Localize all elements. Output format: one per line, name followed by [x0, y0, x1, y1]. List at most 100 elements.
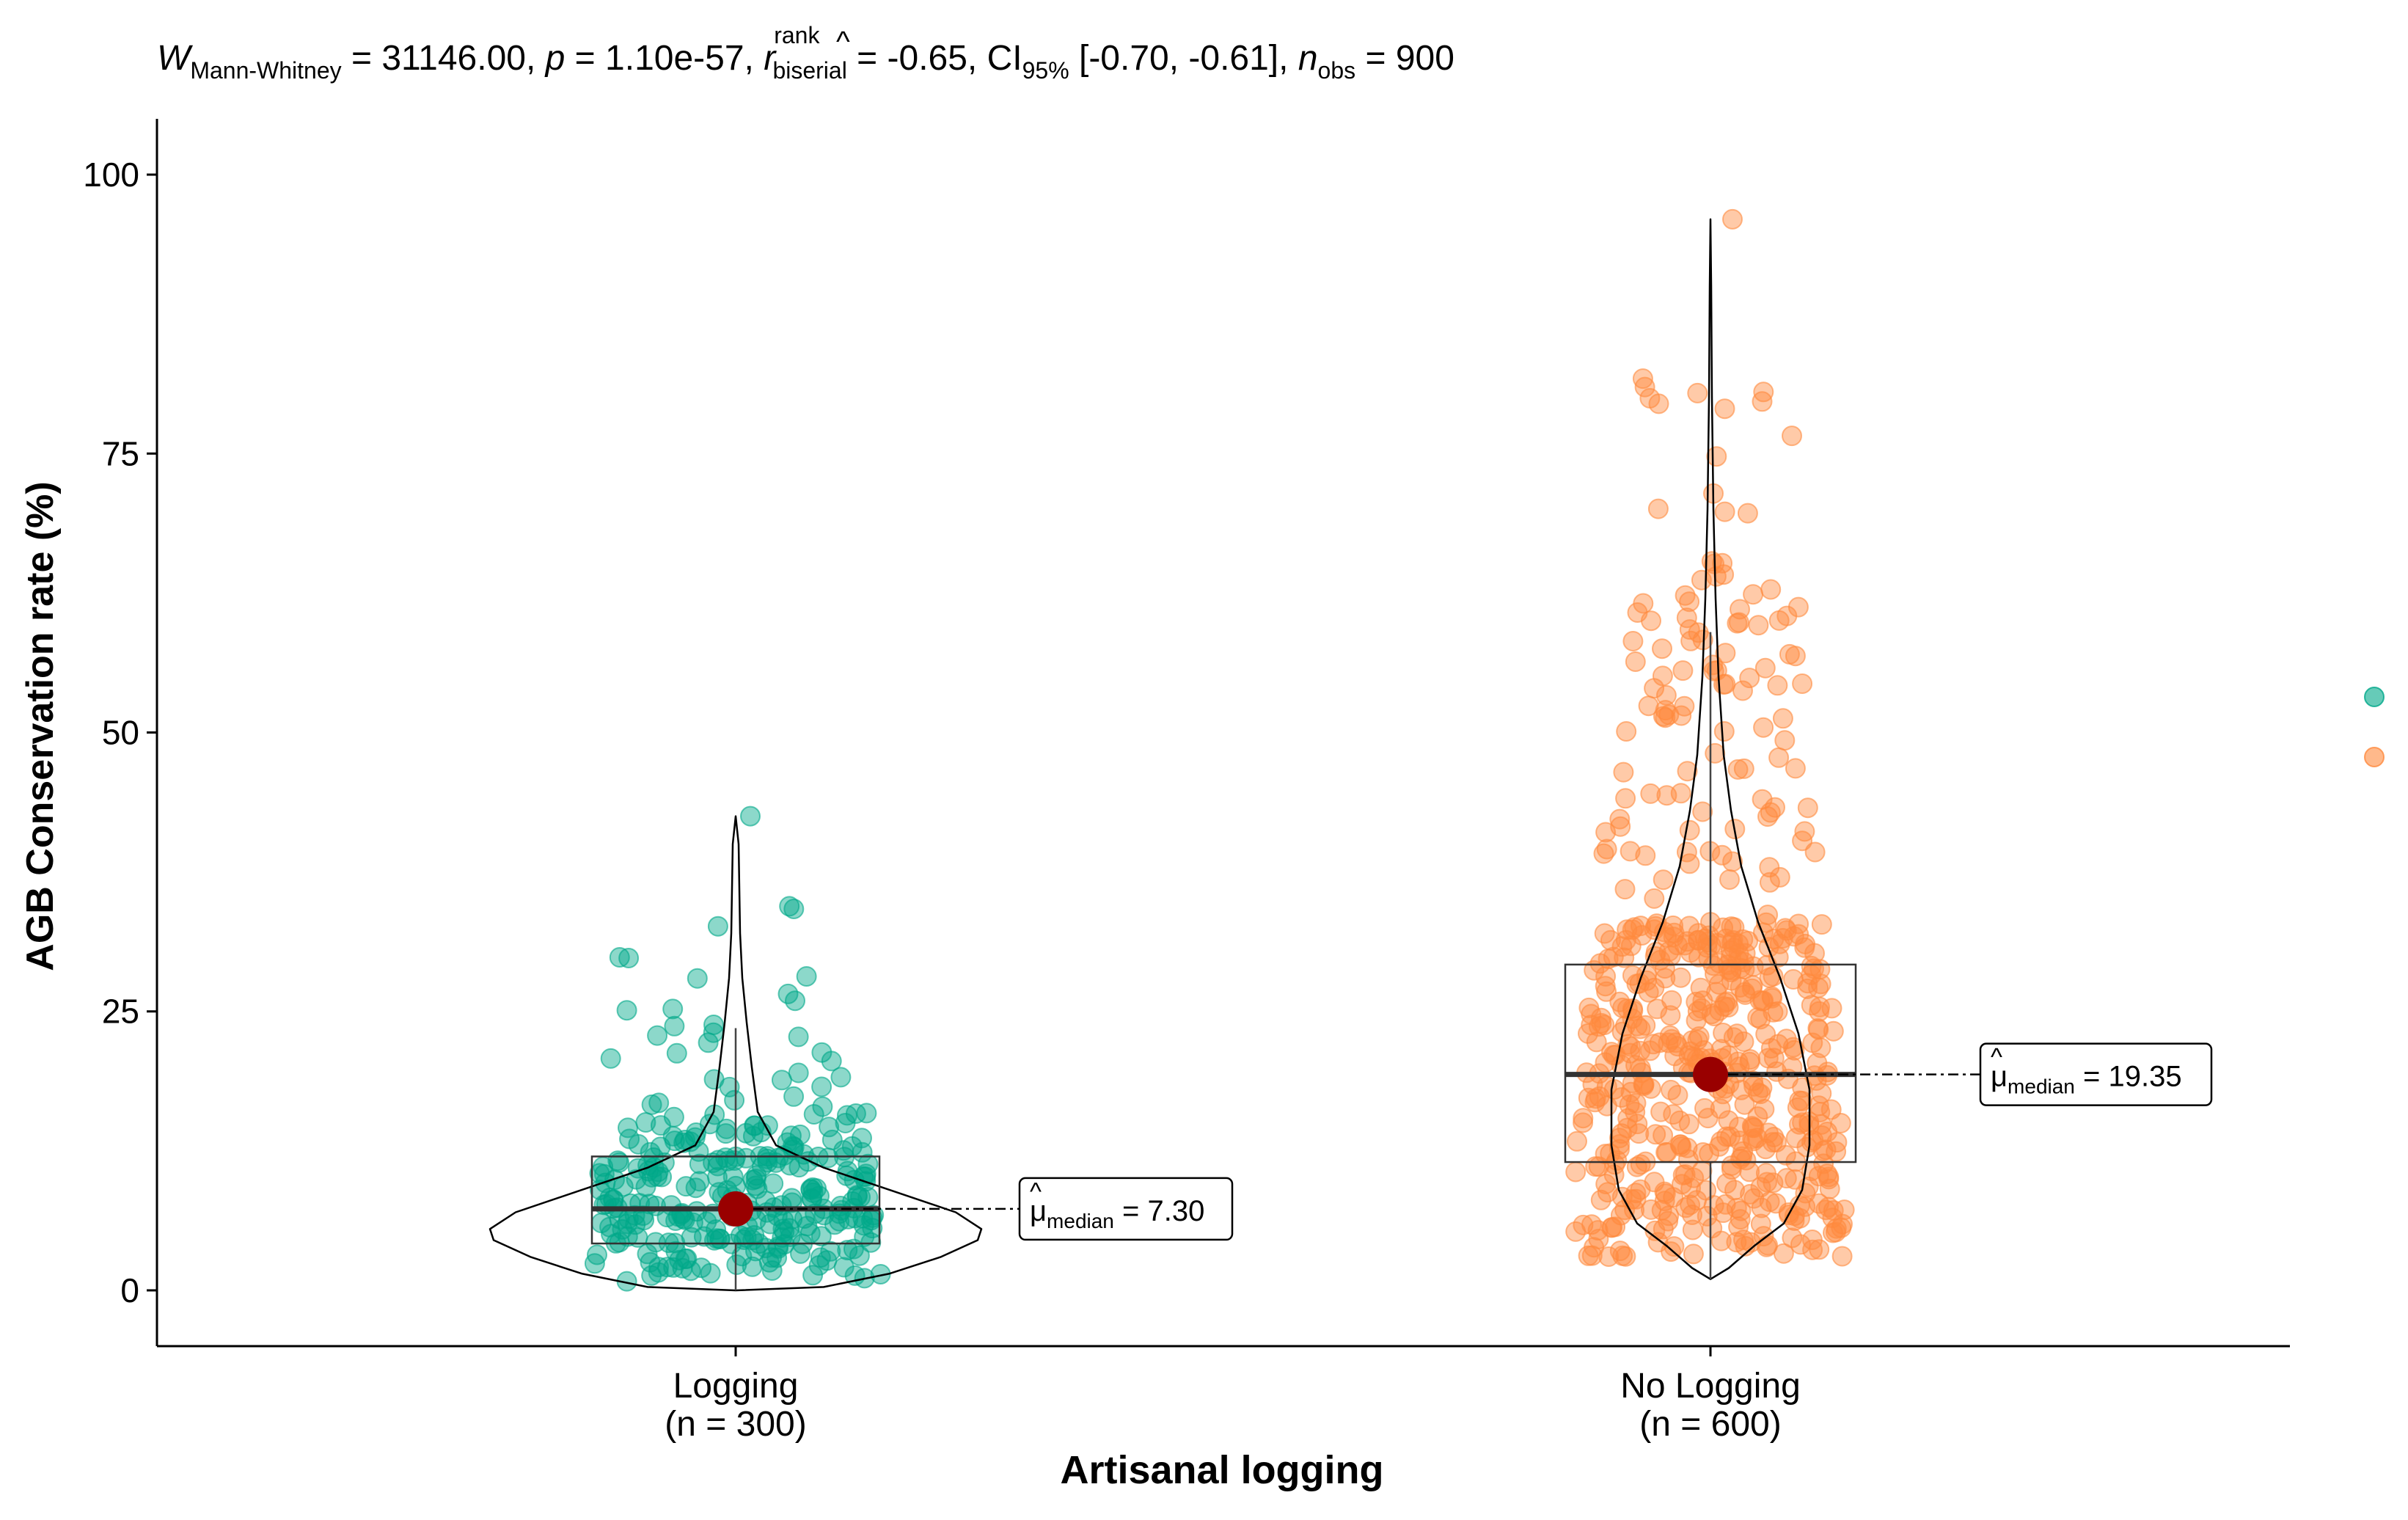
subtitle-p-value: = 1.10e-57, — [565, 39, 764, 78]
data-point — [1734, 982, 1755, 1003]
data-point — [1680, 630, 1702, 651]
data-point — [1822, 1207, 1843, 1229]
data-point — [1801, 995, 1822, 1016]
data-point — [1783, 969, 1804, 990]
data-point — [1787, 1097, 1808, 1118]
subtitle-n-sub: obs — [1318, 57, 1356, 84]
data-point — [1811, 914, 1832, 935]
data-point — [1792, 830, 1813, 852]
data-point — [1647, 498, 1669, 519]
median-label-box — [1979, 1042, 2213, 1106]
data-point — [1779, 643, 1800, 665]
data-point — [1664, 1045, 1686, 1067]
data-point — [1650, 1101, 1672, 1122]
subtitle-ci-sub: 95% — [1022, 57, 1069, 84]
data-point — [810, 1247, 831, 1268]
data-point — [663, 1106, 684, 1128]
data-point — [687, 968, 708, 989]
data-point — [1644, 888, 1665, 909]
data-point — [1705, 742, 1726, 764]
data-point — [1675, 585, 1696, 606]
data-point — [617, 1226, 638, 1247]
data-point — [1616, 721, 1637, 742]
data-point — [797, 1216, 818, 1237]
data-point — [819, 1117, 840, 1138]
data-point — [1753, 717, 1774, 738]
data-point — [788, 1157, 810, 1178]
data-point — [1752, 789, 1773, 810]
data-point — [1667, 1084, 1688, 1106]
data-point — [1812, 1140, 1834, 1161]
data-point — [1598, 949, 1619, 970]
data-point — [1766, 1132, 1787, 1152]
data-point — [1677, 931, 1698, 952]
data-point — [1697, 1205, 1718, 1227]
data-point — [1585, 1156, 1606, 1177]
data-point — [1670, 1134, 1691, 1155]
data-point — [1645, 1124, 1666, 1145]
y-tick-label: 75 — [102, 434, 139, 472]
data-point — [810, 1226, 832, 1247]
data-point — [809, 1185, 830, 1207]
data-point — [853, 1166, 874, 1187]
data-point — [1670, 783, 1691, 804]
data-point — [1787, 596, 1809, 618]
data-point — [1732, 680, 1753, 701]
violin-outline — [1610, 218, 1811, 1280]
data-point — [612, 1176, 634, 1197]
data-point — [1818, 1196, 1839, 1218]
data-point — [736, 1227, 757, 1248]
data-point — [1578, 1087, 1599, 1108]
median-label-text: μmedian = 7.30 — [1030, 1195, 1204, 1232]
violin-outline — [488, 815, 983, 1292]
data-point — [1612, 1245, 1633, 1266]
y-tick-label: 25 — [102, 993, 139, 1031]
data-point — [1683, 1243, 1704, 1265]
data-point — [1601, 1042, 1622, 1063]
data-point — [1628, 1123, 1650, 1144]
data-point — [1638, 695, 1659, 717]
data-point — [1750, 1213, 1771, 1235]
data-point — [811, 1076, 832, 1097]
data-point — [1785, 758, 1806, 779]
data-point — [1808, 977, 1829, 998]
data-point — [1676, 607, 1697, 629]
data-point — [773, 1210, 794, 1231]
median-point — [1693, 1056, 1728, 1092]
subtitle-r-value: = -0.65, CI — [847, 39, 1022, 78]
data-point — [1672, 660, 1694, 682]
data-point — [1782, 1037, 1804, 1058]
data-point — [609, 1152, 630, 1173]
data-point — [1609, 991, 1631, 1012]
data-point — [1694, 1097, 1715, 1119]
subtitle-r-hat: ^ — [836, 26, 850, 58]
data-point — [1768, 747, 1790, 768]
data-point — [1743, 1075, 1765, 1097]
data-point — [1753, 381, 1774, 403]
data-point — [1801, 1229, 1823, 1250]
data-point — [1703, 1195, 1724, 1216]
data-point — [783, 899, 805, 919]
data-point — [1663, 915, 1684, 936]
data-point — [1573, 1214, 1594, 1235]
subtitle-w-value: = 31146.00, — [342, 39, 546, 78]
data-point — [1713, 564, 1735, 585]
data-point — [1728, 612, 1749, 633]
data-point — [1692, 801, 1713, 822]
data-point — [1722, 851, 1743, 872]
data-point — [1721, 916, 1742, 938]
data-point — [1774, 730, 1796, 751]
data-point — [1747, 1007, 1768, 1028]
data-point — [856, 1103, 877, 1124]
data-point — [685, 1177, 706, 1199]
data-point — [1740, 1183, 1761, 1205]
data-point — [1682, 1205, 1702, 1225]
data-point — [1584, 1237, 1605, 1258]
axes-layer: 0 25 50 75 100 Logging(n = 300) No Logging(n =… — [83, 119, 2290, 1444]
data-point — [1609, 1128, 1630, 1149]
data-point — [1640, 783, 1661, 804]
subtitle-r-symbol: r — [764, 39, 777, 78]
data-point — [1733, 758, 1754, 779]
legend-key — [2364, 687, 2385, 707]
data-point — [802, 1265, 824, 1286]
